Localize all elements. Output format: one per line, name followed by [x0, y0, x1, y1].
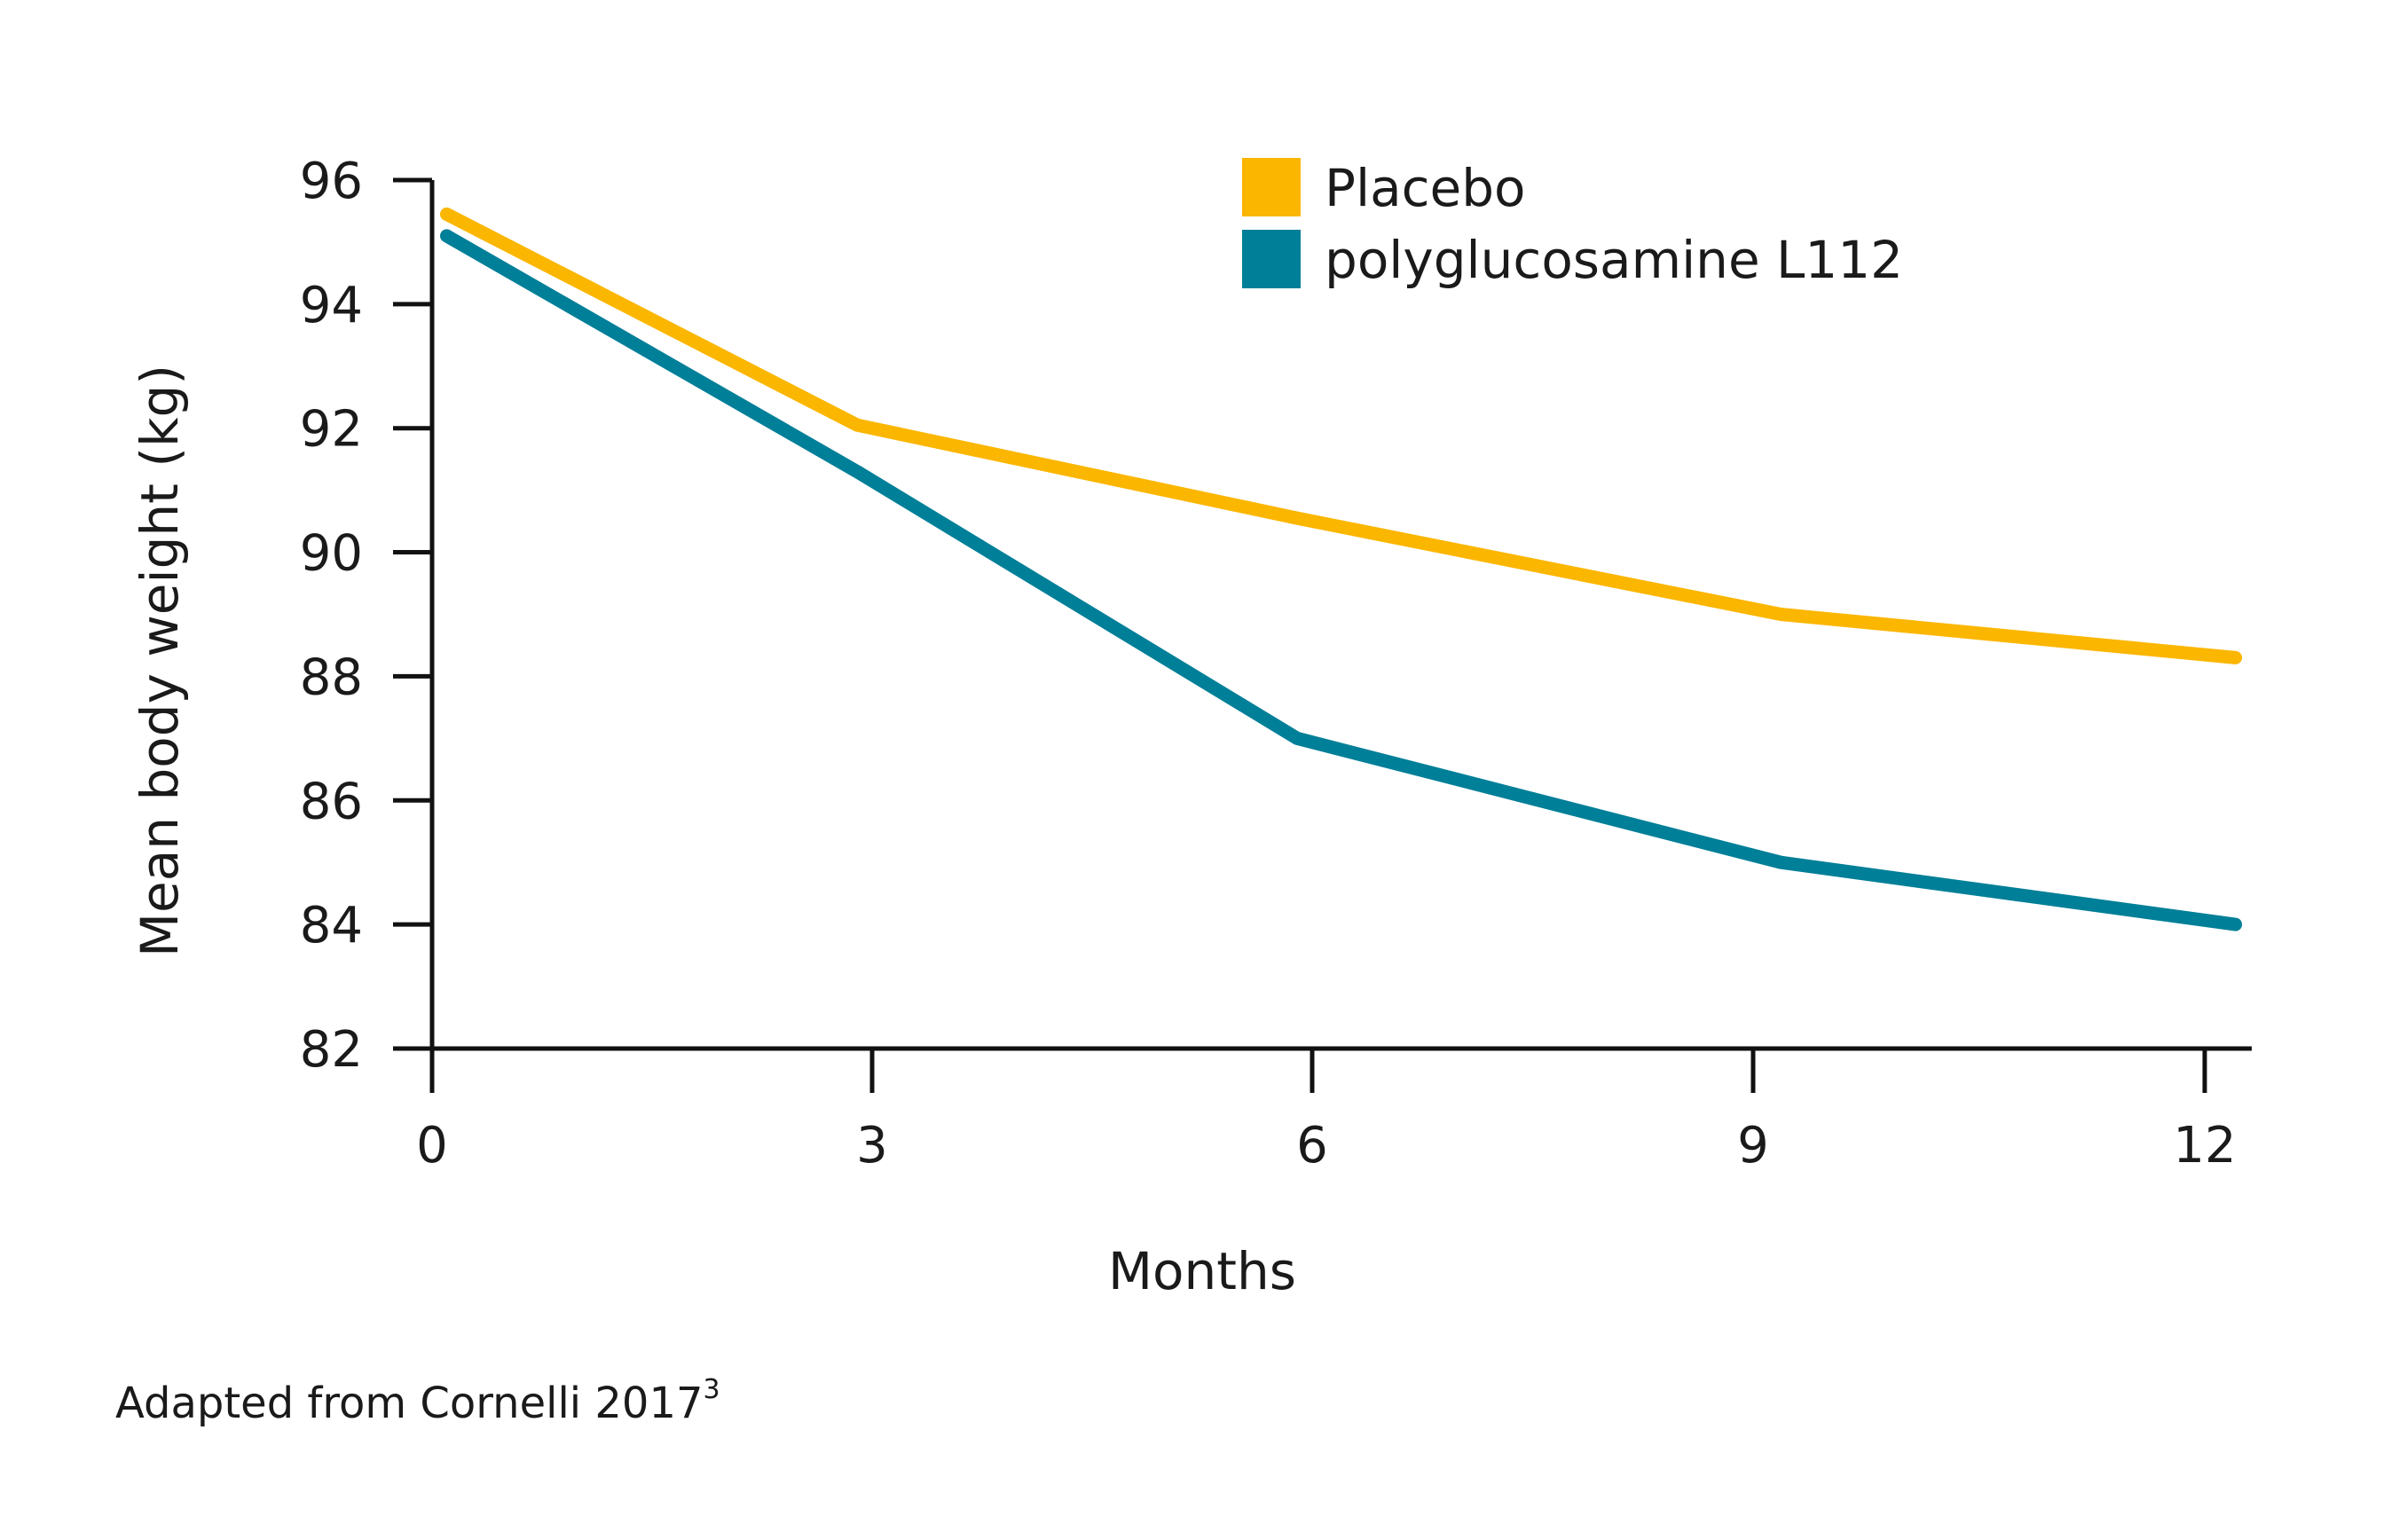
legend-swatch: [1242, 230, 1301, 288]
x-tick-label: 0: [416, 1117, 448, 1175]
x-tick-label: 6: [1296, 1117, 1328, 1175]
y-tick-label: 96: [300, 153, 363, 210]
series-line-placebo: [440, 207, 2243, 664]
x-tick-label: 12: [2173, 1117, 2236, 1175]
legend-label: polyglucosamine L112: [1325, 230, 1903, 290]
y-tick-label: 86: [300, 773, 363, 830]
y-tick-label: 92: [300, 401, 363, 459]
x-tick-label: 3: [856, 1117, 888, 1175]
axes: [429, 180, 2252, 1051]
x-tick-label: 9: [1737, 1117, 1769, 1175]
y-tick-label: 84: [300, 897, 363, 955]
source-note: Adapted from Cornelli 20173: [115, 1374, 720, 1428]
legend: Placebo polyglucosamine L112: [1242, 158, 1903, 290]
y-tick-label: 88: [300, 648, 363, 706]
y-tick-label: 82: [300, 1021, 363, 1079]
tick-labels: 82 84 86 88 90 92 94 96 0 3 6 9 12: [300, 153, 2237, 1175]
series-lines: [440, 207, 2243, 931]
y-tick-label: 94: [300, 277, 363, 334]
source-text: Adapted from Cornelli 2017: [115, 1379, 704, 1428]
legend-label: Placebo: [1325, 158, 1526, 218]
x-axis-title: Months: [1108, 1241, 1296, 1301]
legend-swatch: [1242, 158, 1301, 216]
series-line-polyglucosamine: [440, 229, 2243, 931]
source-superscript: 3: [704, 1374, 720, 1405]
y-axis-title: Mean body weight (kg): [130, 365, 190, 957]
y-tick-label: 90: [300, 525, 363, 583]
